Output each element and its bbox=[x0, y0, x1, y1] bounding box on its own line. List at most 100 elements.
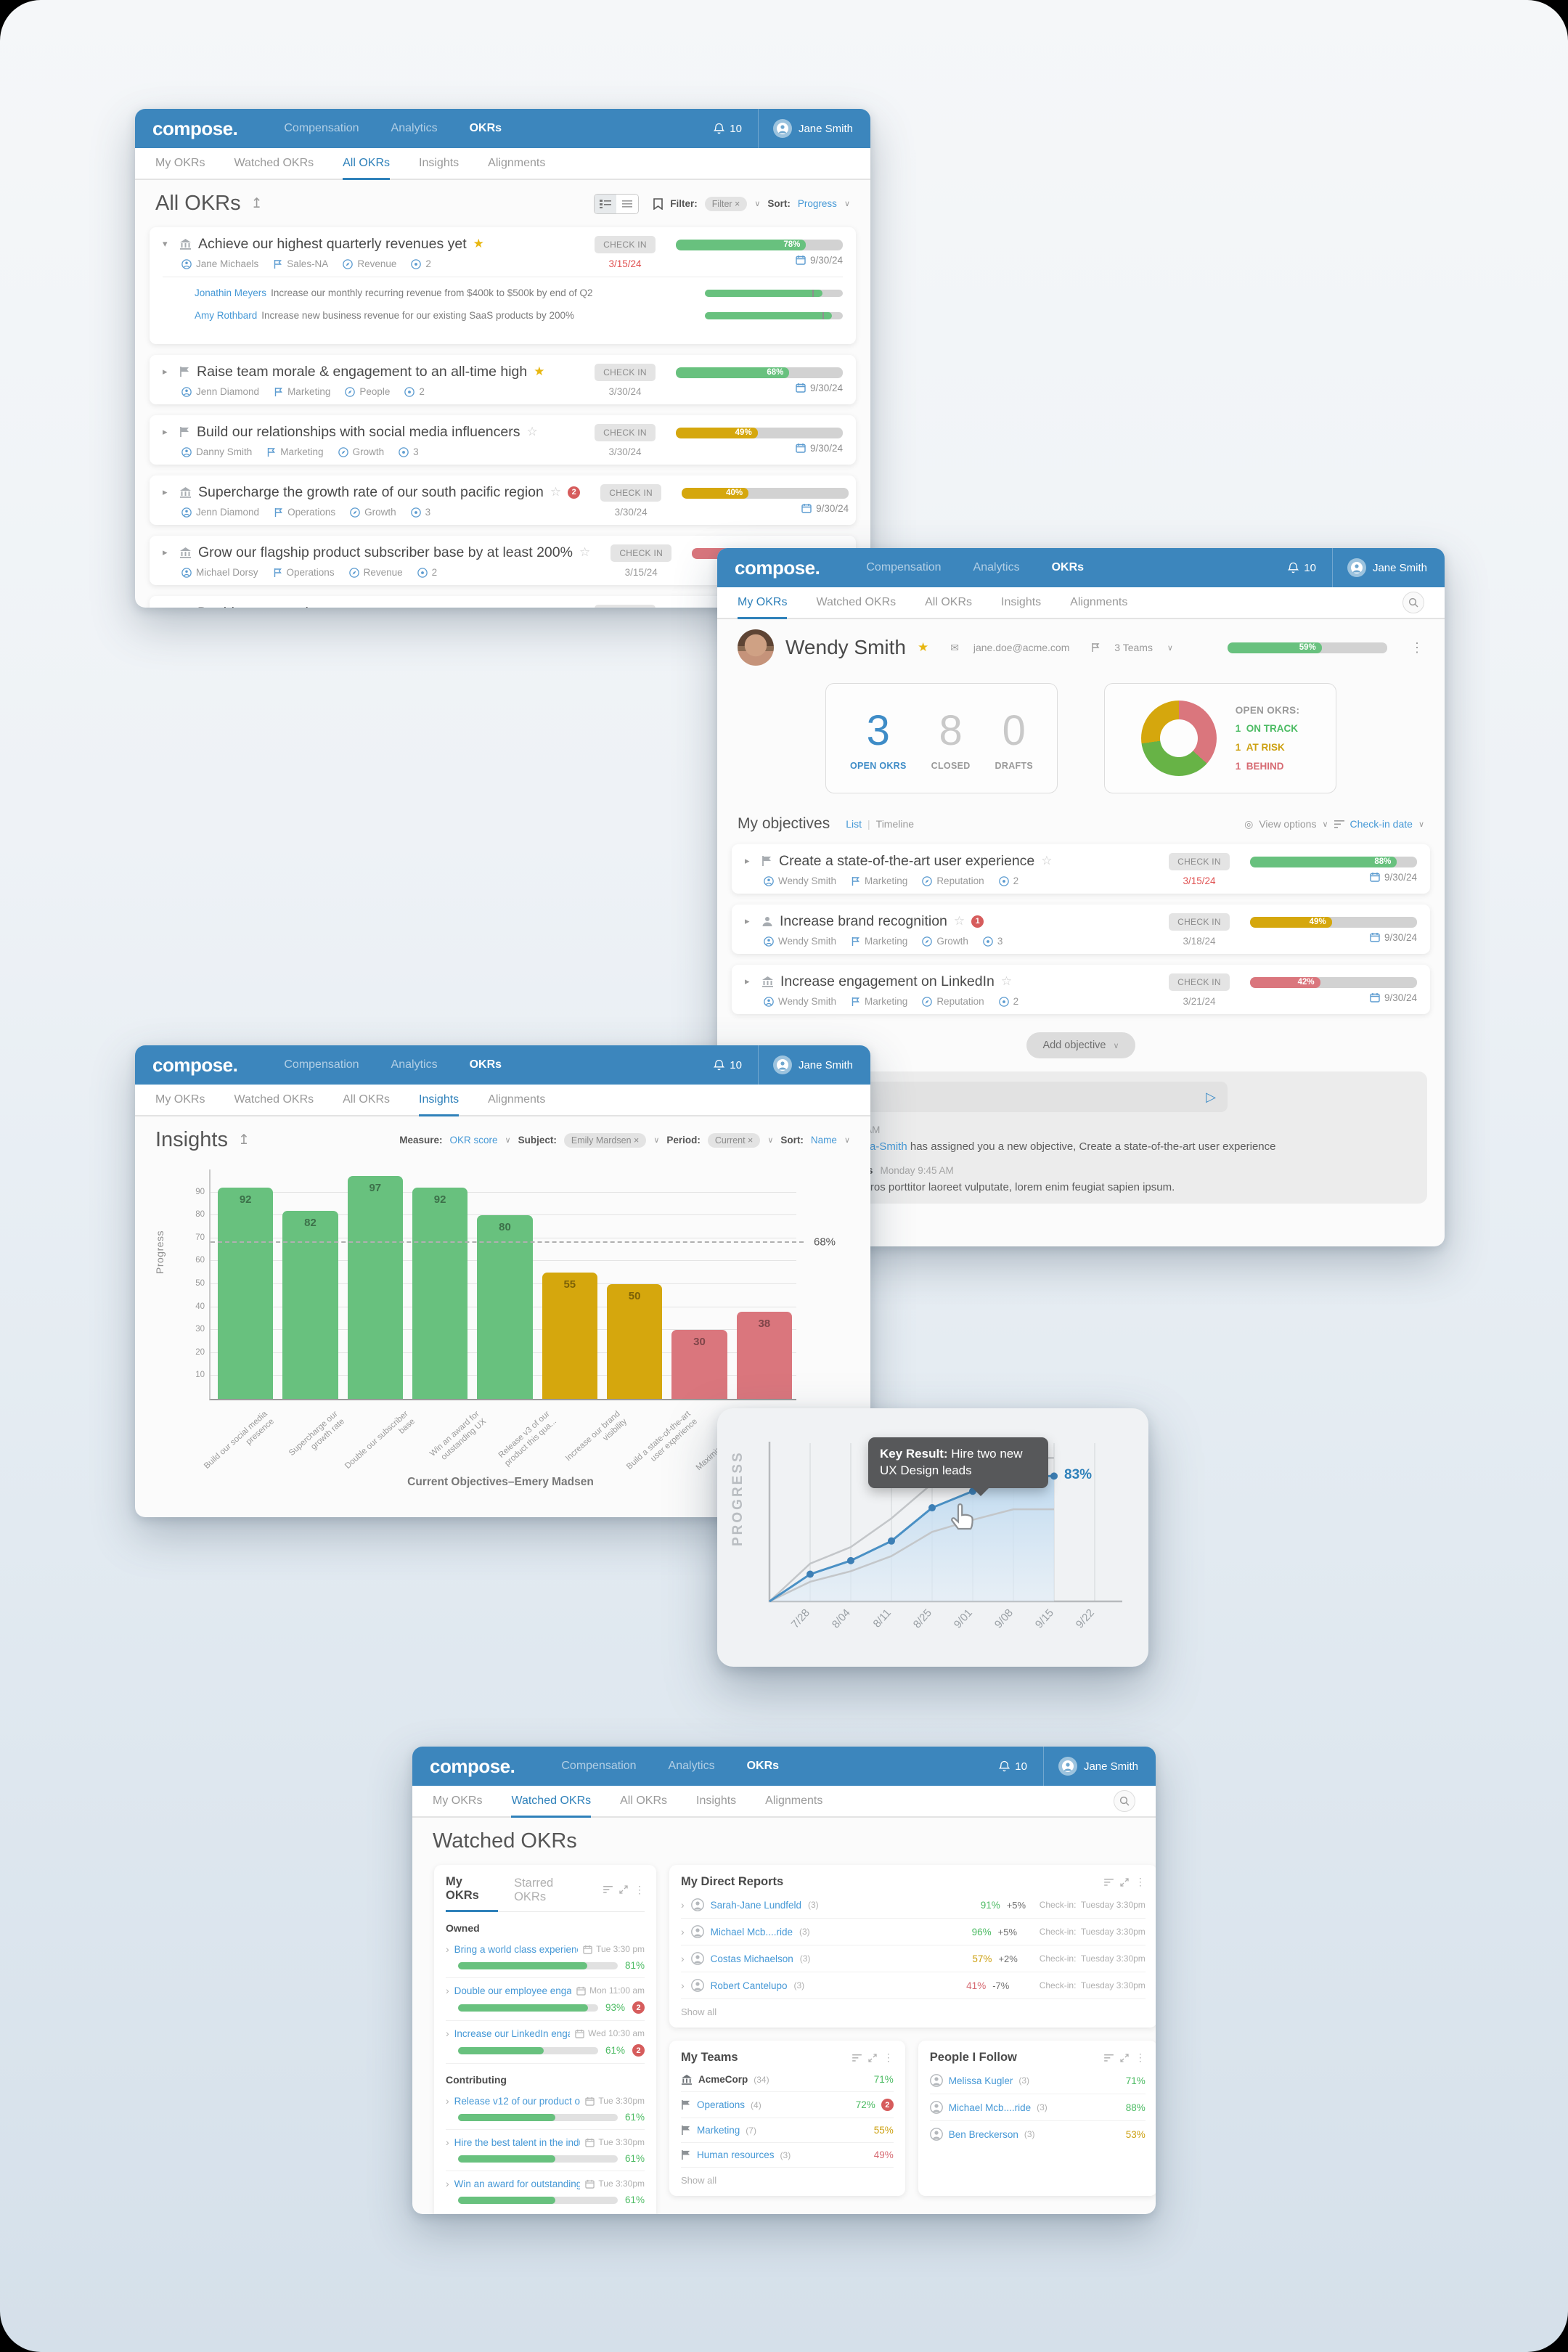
user-menu[interactable]: Jane Smith bbox=[1333, 558, 1427, 577]
sort-value[interactable]: Name bbox=[810, 1135, 837, 1146]
report-name[interactable]: Costas Michaelson bbox=[710, 1953, 793, 1964]
team-name[interactable]: AcmeCorp bbox=[698, 2074, 748, 2085]
check-in-button[interactable]: CHECK IN bbox=[1169, 912, 1230, 931]
okr-category[interactable]: Growth bbox=[338, 446, 384, 457]
bar-7[interactable]: 50 bbox=[606, 1284, 663, 1399]
okr-team[interactable]: Marketing bbox=[851, 996, 907, 1007]
person-row[interactable]: Michael Mcb....ride (3) 88% bbox=[929, 2094, 1146, 2121]
user-menu[interactable]: Jane Smith bbox=[1044, 1757, 1138, 1776]
report-name[interactable]: Robert Cantelupo bbox=[710, 1980, 788, 1991]
okr-title[interactable]: Release v12 of our product on time bbox=[454, 2095, 581, 2107]
key-result-row[interactable]: Jonathin Meyers Increase our monthly rec… bbox=[195, 287, 843, 298]
nav-item-compensation[interactable]: Compensation bbox=[284, 1058, 359, 1071]
compact-view-button[interactable] bbox=[616, 194, 639, 213]
expand-icon[interactable]: ▸ bbox=[163, 547, 168, 558]
tab-watched-okrs[interactable]: Watched OKRs bbox=[234, 1093, 314, 1106]
check-in-button[interactable]: CHECK IN bbox=[1169, 973, 1230, 991]
nav-item-compensation[interactable]: Compensation bbox=[284, 122, 359, 134]
okr-owner[interactable]: Jenn Diamond bbox=[181, 507, 259, 518]
report-name[interactable]: Michael Mcb....ride bbox=[710, 1926, 793, 1937]
bar-4[interactable]: 92 bbox=[412, 1188, 468, 1399]
okr-card[interactable]: ▸ Increase brand recognition ☆ 1 Wendy Sm… bbox=[732, 905, 1430, 954]
notifications-button[interactable]: 10 bbox=[999, 1760, 1043, 1773]
expand-icon[interactable]: ▸ bbox=[745, 976, 750, 987]
kebab-menu-icon[interactable]: ⋮ bbox=[1135, 2051, 1146, 2063]
okr-category[interactable]: People bbox=[345, 386, 390, 397]
nav-item-okrs[interactable]: OKRs bbox=[746, 1760, 780, 1772]
check-in-button[interactable]: CHECK IN bbox=[611, 544, 672, 562]
view-list-link[interactable]: List bbox=[846, 818, 862, 830]
okr-owner[interactable]: Jane Michaels bbox=[181, 258, 258, 269]
okr-card[interactable]: ▸ Increase engagement on LinkedIn ☆ Wend… bbox=[732, 965, 1430, 1014]
profile-email[interactable]: ✉ jane.doe@acme.com bbox=[950, 641, 1070, 654]
okr-title[interactable]: Create a state-of-the-art user experienc… bbox=[779, 852, 1035, 869]
check-in-button[interactable]: CHECK IN bbox=[595, 423, 656, 441]
chevron-down-icon[interactable]: ∨ bbox=[505, 1136, 511, 1145]
nav-item-compensation[interactable]: Compensation bbox=[561, 1760, 637, 1772]
direct-report-row[interactable]: › Michael Mcb....ride (3) 96% +5% Check-… bbox=[681, 1919, 1146, 1945]
direct-report-row[interactable]: › Robert Cantelupo (3) 41% -7% Check-in:… bbox=[681, 1972, 1146, 1999]
team-name[interactable]: Human resources bbox=[697, 2149, 775, 2160]
bar-5[interactable]: 80 bbox=[477, 1215, 533, 1399]
okr-category[interactable]: Revenue bbox=[343, 258, 396, 269]
expand-icon[interactable]: ▸ bbox=[163, 366, 168, 377]
expand-icon[interactable]: ▸ bbox=[163, 426, 168, 437]
list-view-button[interactable] bbox=[595, 194, 617, 213]
view-timeline-link[interactable]: Timeline bbox=[875, 818, 915, 830]
watched-okr-item[interactable]: › Double our employee engagement Mon 11:… bbox=[446, 1978, 645, 2021]
team-row[interactable]: Operations (4) 72% 2 bbox=[681, 2092, 894, 2118]
sort-value[interactable]: Progress bbox=[797, 198, 837, 209]
tab-watched-okrs[interactable]: Watched OKRs bbox=[511, 1786, 591, 1818]
okr-team[interactable]: Marketing bbox=[266, 446, 324, 457]
person-name[interactable]: Ben Breckerson bbox=[948, 2128, 1018, 2140]
nav-item-analytics[interactable]: Analytics bbox=[391, 122, 438, 134]
notifications-button[interactable]: 10 bbox=[1288, 562, 1332, 574]
tab-my-okrs[interactable]: My OKRs bbox=[155, 1093, 205, 1106]
key-result-owner[interactable]: Jonathin Meyers bbox=[195, 287, 267, 298]
okr-owner[interactable]: Danny Smith bbox=[181, 446, 252, 457]
watched-okr-item[interactable]: › Bring a world class experience to our.… bbox=[446, 1937, 645, 1978]
team-row[interactable]: Human resources (3) 49% bbox=[681, 2143, 894, 2168]
measure-value[interactable]: OKR score bbox=[449, 1135, 498, 1146]
okr-card[interactable]: ▸ Raise team morale & engagement to an a… bbox=[150, 355, 856, 404]
tab-starred-okrs[interactable]: Starred OKRs bbox=[514, 1876, 554, 1903]
filter-chip[interactable]: Filter × bbox=[704, 196, 748, 211]
direct-report-row[interactable]: › Costas Michaelson (3) 57% +2% Check-in… bbox=[681, 1945, 1146, 1972]
star-icon[interactable]: ★ bbox=[534, 364, 545, 378]
nav-item-analytics[interactable]: Analytics bbox=[973, 561, 1020, 573]
search-button[interactable] bbox=[1114, 1790, 1135, 1812]
okr-card[interactable]: ▸ Double our growth rate ☆ Jane Michaels… bbox=[150, 596, 856, 608]
chevron-down-icon[interactable]: ∨ bbox=[754, 200, 761, 208]
kebab-menu-icon[interactable]: ⋮ bbox=[1135, 1876, 1146, 1887]
okr-team[interactable]: Sales-NA bbox=[273, 258, 328, 269]
tab-alignments[interactable]: Alignments bbox=[1070, 596, 1128, 608]
okr-owner[interactable]: Wendy Smith bbox=[764, 996, 836, 1007]
kebab-menu-icon[interactable]: ⋮ bbox=[883, 2051, 894, 2063]
team-row[interactable]: Marketing (7) 55% bbox=[681, 2118, 894, 2143]
star-icon[interactable]: ☆ bbox=[1041, 854, 1053, 867]
person-name[interactable]: Melissa Kugler bbox=[948, 2075, 1013, 2086]
nav-item-okrs[interactable]: OKRs bbox=[469, 122, 502, 134]
collapse-icon[interactable]: ▾ bbox=[163, 238, 168, 249]
report-name[interactable]: Sarah-Jane Lundfeld bbox=[710, 1899, 802, 1911]
star-icon[interactable]: ☆ bbox=[1000, 974, 1013, 988]
tab-my-okrs[interactable]: My OKRs bbox=[155, 157, 205, 169]
kebab-menu-icon[interactable]: ⋮ bbox=[634, 1883, 645, 1895]
nav-item-analytics[interactable]: Analytics bbox=[668, 1760, 715, 1772]
okr-team[interactable]: Operations bbox=[274, 507, 335, 518]
okr-title[interactable]: Build our relationships with social medi… bbox=[197, 423, 520, 440]
chevron-right-icon[interactable]: › bbox=[681, 1899, 685, 1911]
okr-title[interactable]: Win an award for outstanding UX bbox=[454, 2178, 581, 2189]
okr-title[interactable]: Increase engagement on LinkedIn bbox=[780, 973, 995, 989]
notifications-button[interactable]: 10 bbox=[714, 123, 758, 135]
okr-title[interactable]: Grow our flagship product subscriber bas… bbox=[198, 544, 573, 560]
person-name[interactable]: Michael Mcb....ride bbox=[948, 2102, 1032, 2113]
okr-owner[interactable]: Wendy Smith bbox=[764, 875, 836, 886]
data-point[interactable] bbox=[847, 1556, 854, 1564]
okr-title[interactable]: Double our growth rate bbox=[197, 605, 341, 608]
okr-card[interactable]: ▸ Build our relationships with social me… bbox=[150, 415, 856, 465]
tab-watched-okrs[interactable]: Watched OKRs bbox=[816, 596, 897, 608]
check-in-button[interactable]: CHECK IN bbox=[595, 363, 656, 381]
bar-8[interactable]: 30 bbox=[671, 1330, 727, 1399]
okr-title[interactable]: Raise team morale & engagement to an all… bbox=[197, 363, 528, 380]
